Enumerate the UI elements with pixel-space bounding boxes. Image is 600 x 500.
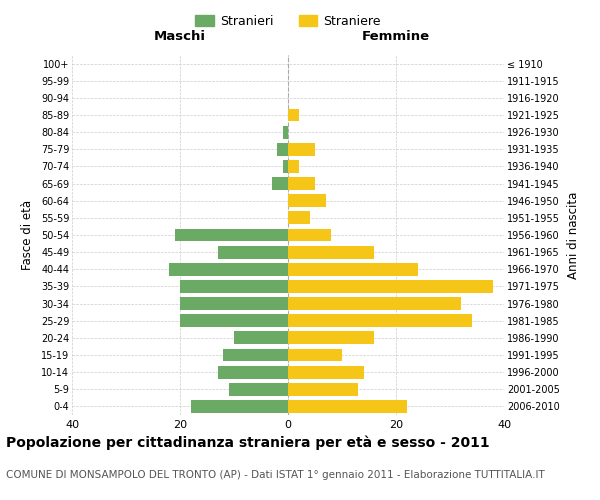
Bar bbox=[288, 228, 331, 241]
Bar bbox=[288, 383, 358, 396]
Bar bbox=[191, 400, 288, 413]
Bar bbox=[288, 108, 299, 122]
Bar bbox=[180, 297, 288, 310]
Bar bbox=[272, 177, 288, 190]
Bar bbox=[180, 314, 288, 327]
Bar bbox=[288, 246, 374, 258]
Bar bbox=[218, 246, 288, 258]
Bar bbox=[175, 228, 288, 241]
Text: Popolazione per cittadinanza straniera per età e sesso - 2011: Popolazione per cittadinanza straniera p… bbox=[6, 435, 490, 450]
Bar bbox=[288, 263, 418, 276]
Text: Maschi: Maschi bbox=[154, 30, 206, 43]
Bar bbox=[283, 126, 288, 138]
Bar bbox=[288, 280, 493, 293]
Bar bbox=[223, 348, 288, 362]
Bar bbox=[180, 280, 288, 293]
Text: Femmine: Femmine bbox=[362, 30, 430, 43]
Bar bbox=[288, 400, 407, 413]
Bar bbox=[288, 297, 461, 310]
Bar bbox=[288, 212, 310, 224]
Bar bbox=[288, 177, 315, 190]
Text: COMUNE DI MONSAMPOLO DEL TRONTO (AP) - Dati ISTAT 1° gennaio 2011 - Elaborazione: COMUNE DI MONSAMPOLO DEL TRONTO (AP) - D… bbox=[6, 470, 545, 480]
Y-axis label: Fasce di età: Fasce di età bbox=[21, 200, 34, 270]
Bar bbox=[288, 143, 315, 156]
Bar bbox=[169, 263, 288, 276]
Legend: Stranieri, Straniere: Stranieri, Straniere bbox=[191, 11, 385, 32]
Bar bbox=[288, 366, 364, 378]
Bar bbox=[288, 160, 299, 173]
Bar bbox=[288, 314, 472, 327]
Bar bbox=[288, 348, 342, 362]
Bar bbox=[288, 332, 374, 344]
Y-axis label: Anni di nascita: Anni di nascita bbox=[566, 192, 580, 278]
Bar bbox=[283, 160, 288, 173]
Bar bbox=[277, 143, 288, 156]
Bar bbox=[234, 332, 288, 344]
Bar bbox=[229, 383, 288, 396]
Bar bbox=[288, 194, 326, 207]
Bar bbox=[218, 366, 288, 378]
